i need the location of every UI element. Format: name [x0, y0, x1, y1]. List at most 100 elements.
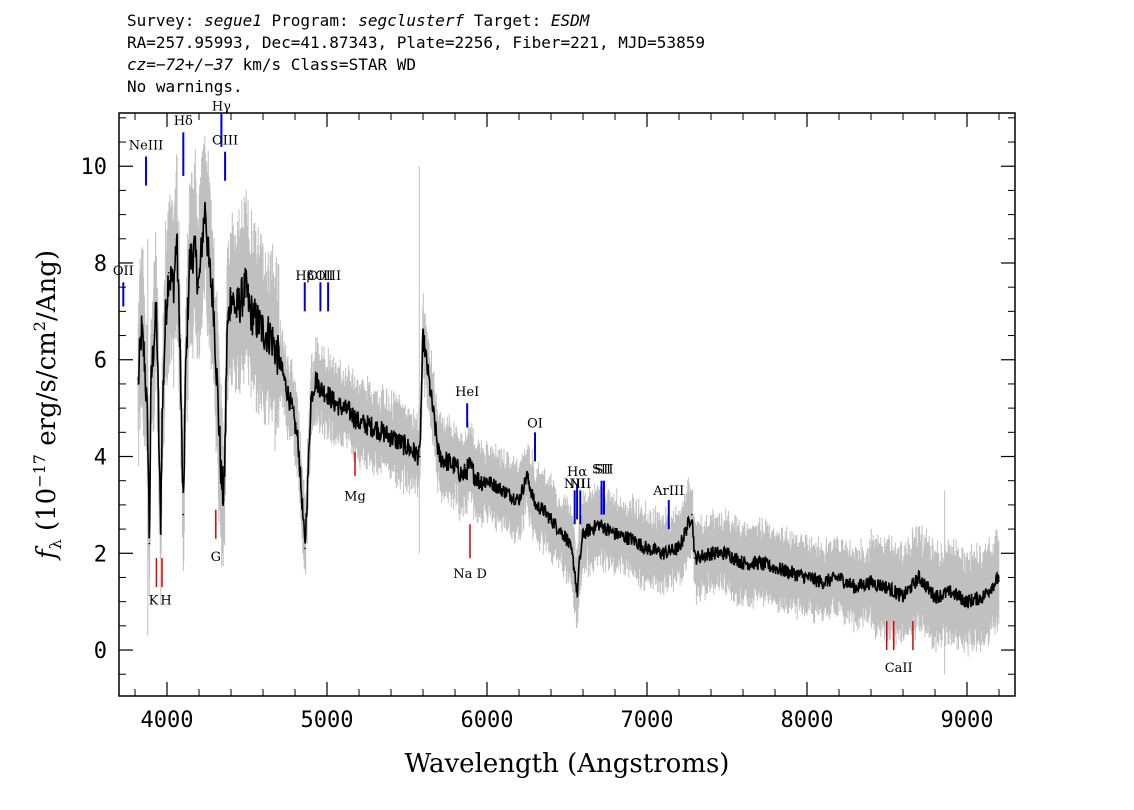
flux-point — [147, 431, 149, 434]
flux-point — [223, 499, 225, 501]
emission-line-label: OIII — [307, 269, 333, 284]
flux-point — [350, 412, 352, 414]
flux-point — [201, 237, 203, 240]
x-tick-label: 4000 — [141, 708, 194, 733]
emission-line-label: OIII — [212, 133, 238, 148]
flux-point — [806, 576, 808, 579]
flux-point — [172, 286, 175, 288]
x-tick-label: 9000 — [941, 708, 994, 733]
flux-point — [534, 504, 536, 506]
program-label: Program: — [271, 11, 349, 30]
flux-point — [159, 528, 162, 530]
flux-point — [678, 547, 680, 550]
flux-point — [220, 479, 223, 482]
flux-point — [990, 586, 992, 588]
flux-point — [150, 383, 152, 385]
y-axis-title-exp2: 2 — [30, 321, 49, 331]
flux-point — [486, 479, 488, 482]
survey-label: Survey: — [127, 11, 195, 30]
flux-point — [566, 537, 568, 540]
emission-line-label: Hγ — [212, 100, 231, 115]
flux-point — [542, 508, 544, 511]
flux-point — [646, 547, 648, 550]
flux-point — [870, 581, 872, 584]
flux-point — [137, 383, 139, 385]
flux-point — [662, 552, 664, 555]
y-axis-title-sub: λ — [46, 539, 65, 549]
flux-point — [207, 262, 210, 264]
emission-line-label: ArIII — [652, 484, 684, 499]
flux-point — [998, 576, 1000, 579]
flux-point — [582, 533, 584, 535]
flux-point — [182, 513, 185, 516]
absorption-line-label: K — [149, 593, 159, 608]
absorption-line-label: H — [160, 593, 171, 608]
emission-line-label: SII — [592, 462, 611, 477]
header-line-2: RA=257.95993, Dec=41.87343, Plate=2256, … — [127, 33, 705, 52]
x-tick-label: 6000 — [461, 708, 514, 733]
flux-point — [304, 547, 306, 550]
flux-point — [502, 489, 504, 492]
error-band-layer — [137, 135, 1000, 675]
spectrum-header: Survey: segue1 Program: segclusterf Targ… — [127, 10, 705, 98]
flux-point — [284, 383, 287, 385]
flux-point — [558, 528, 560, 530]
cz-value: =−72+/−37 — [146, 55, 233, 74]
flux-point — [742, 562, 744, 564]
flux-point — [270, 334, 272, 337]
x-axis-title: Wavelength (Angstroms) — [405, 749, 730, 779]
survey-value: segue1 — [204, 11, 262, 30]
emission-line-label: NeIII — [129, 138, 163, 153]
y-tick-label: 2 — [94, 542, 107, 567]
flux-point — [390, 436, 392, 438]
emission-line-label: Hδ — [174, 114, 193, 129]
flux-point — [574, 571, 576, 574]
flux-point — [902, 596, 904, 598]
flux-layer — [137, 201, 1000, 609]
header-line-3: cz=−72+/−37 km/s Class=STAR WD — [127, 54, 705, 76]
flux-point — [790, 571, 792, 574]
y-tick-label: 10 — [81, 155, 108, 180]
flux-point — [188, 262, 191, 264]
flux-point — [167, 271, 170, 274]
flux-point — [249, 310, 251, 313]
flux-point — [374, 426, 376, 429]
flux-point — [406, 446, 408, 448]
flux-point — [140, 329, 143, 332]
flux-point — [518, 499, 520, 501]
flux-point — [478, 479, 480, 482]
flux-point — [155, 310, 158, 313]
flux-point — [934, 596, 936, 598]
plot-frame — [118, 112, 1016, 697]
flux-point — [307, 479, 309, 482]
flux-point — [153, 334, 155, 337]
flux-point — [297, 441, 300, 443]
program-value: segclusterf — [358, 11, 465, 30]
flux-point — [526, 475, 528, 477]
y-axis-title: fλ (10−17 erg/s/cm2/Ang) — [30, 250, 65, 561]
class-text: km/s Class=STAR WD — [232, 55, 416, 74]
flux-point — [181, 465, 183, 467]
flux-point — [590, 528, 592, 530]
flux-point — [694, 557, 696, 559]
flux-point — [278, 358, 280, 361]
flux-point — [614, 533, 616, 535]
y-tick-label: 6 — [94, 349, 107, 374]
flux-point — [462, 475, 464, 477]
flux-point — [301, 504, 304, 506]
emission-line-label: Hα — [567, 465, 587, 480]
flux-point — [230, 291, 232, 293]
flux-point — [966, 600, 968, 603]
x-tick-label: 8000 — [781, 708, 834, 733]
emission-line-label: SII — [594, 462, 613, 477]
flux-point — [198, 286, 200, 288]
absorption-line-label: G — [211, 550, 221, 565]
emission-line-label: HeI — [455, 385, 479, 400]
flux-point — [291, 407, 293, 409]
flux-point — [262, 329, 264, 332]
cz-label: cz — [127, 55, 147, 74]
emission-line-label: NII — [564, 477, 586, 492]
flux-point — [630, 537, 632, 540]
